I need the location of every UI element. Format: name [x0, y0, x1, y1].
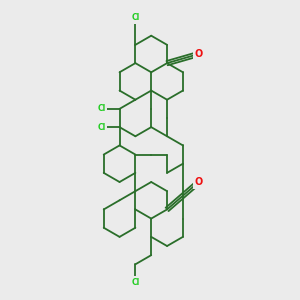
- Text: Cl: Cl: [131, 278, 140, 287]
- Text: O: O: [195, 49, 203, 59]
- Text: O: O: [195, 177, 203, 187]
- Text: Cl: Cl: [97, 123, 105, 132]
- Text: Cl: Cl: [97, 104, 105, 113]
- Text: Cl: Cl: [131, 13, 140, 22]
